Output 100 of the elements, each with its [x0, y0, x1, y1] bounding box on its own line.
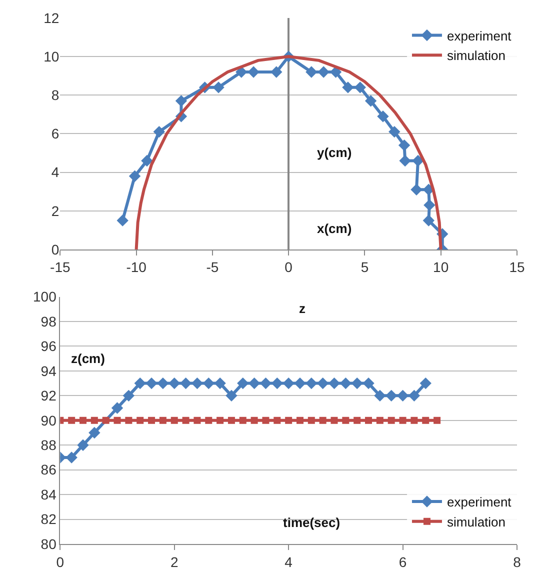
y-axis-title: z(cm) — [71, 351, 105, 366]
point — [306, 66, 318, 78]
point — [260, 377, 272, 390]
point — [340, 377, 352, 390]
point — [374, 390, 386, 402]
point — [148, 416, 156, 424]
x-tick-label: 5 — [360, 259, 369, 276]
point — [80, 416, 86, 424]
point — [214, 377, 226, 390]
point — [128, 170, 141, 182]
point — [237, 377, 249, 390]
point — [270, 66, 282, 78]
point — [342, 416, 350, 424]
chart-title: z — [299, 301, 306, 316]
y-tick-label: 80 — [40, 536, 57, 552]
point — [306, 377, 318, 390]
point — [191, 377, 204, 390]
point — [420, 377, 432, 390]
x-tick-label: 6 — [398, 554, 407, 570]
point — [376, 416, 384, 424]
point — [388, 126, 400, 138]
point — [396, 390, 409, 402]
point — [226, 390, 238, 402]
point — [228, 416, 235, 424]
point — [216, 416, 224, 424]
legend-label: experiment — [446, 28, 512, 44]
x-tick-label: -10 — [126, 259, 147, 276]
y-axis-title: y(cm) — [317, 145, 352, 160]
x-axis-title: x(cm) — [317, 221, 352, 236]
point — [308, 416, 315, 424]
y-tick-label: 6 — [51, 126, 60, 142]
point — [364, 95, 377, 107]
point — [122, 390, 135, 402]
point — [134, 377, 146, 390]
point — [125, 416, 132, 424]
point — [168, 377, 180, 390]
point — [88, 426, 100, 439]
point — [422, 214, 435, 226]
point — [282, 377, 294, 390]
point — [170, 416, 178, 424]
point — [422, 416, 430, 424]
point — [296, 416, 304, 424]
point — [354, 82, 366, 94]
point — [319, 416, 326, 424]
point — [175, 95, 188, 107]
point — [342, 82, 354, 94]
point — [153, 126, 165, 138]
x-tick-label: 2 — [170, 554, 178, 570]
y-tick-label: 96 — [40, 338, 57, 354]
point — [77, 439, 89, 451]
point — [410, 184, 422, 196]
x-tick-label: 8 — [513, 554, 522, 570]
x-tick-label: 0 — [284, 259, 293, 276]
point — [285, 416, 292, 424]
point — [318, 66, 330, 78]
point — [262, 416, 270, 424]
point — [399, 416, 406, 424]
point — [294, 377, 306, 390]
point — [239, 416, 246, 424]
point — [271, 377, 283, 390]
point — [377, 110, 389, 122]
y-tick-label: 90 — [40, 412, 57, 428]
point — [354, 416, 361, 424]
x-tick-label: -15 — [50, 259, 70, 276]
y-tick-label: 86 — [40, 462, 57, 478]
point — [274, 416, 281, 424]
point — [111, 402, 124, 414]
point — [412, 154, 424, 167]
y-tick-label: 84 — [40, 486, 57, 502]
y-tick-label: 98 — [40, 313, 57, 330]
point — [136, 416, 144, 424]
y-tick-label: 82 — [40, 511, 57, 528]
point — [194, 416, 201, 424]
point — [316, 377, 329, 390]
y-tick-label: 92 — [40, 388, 57, 404]
point — [146, 377, 158, 390]
point — [116, 214, 128, 226]
point — [388, 416, 395, 424]
point — [330, 416, 338, 424]
point — [157, 377, 169, 390]
point — [159, 416, 166, 424]
point — [399, 154, 411, 167]
point — [248, 377, 260, 390]
point — [182, 416, 190, 424]
x-tick-label: 4 — [284, 554, 293, 570]
point — [66, 452, 78, 464]
legend-label: simulation — [446, 514, 506, 530]
y-tick-label: 88 — [40, 437, 57, 454]
point — [248, 66, 260, 78]
x-tick-label: -5 — [206, 259, 219, 276]
point — [328, 377, 340, 390]
y-tick-label: 94 — [40, 362, 57, 379]
y-tick-label: 100 — [33, 288, 57, 305]
point — [102, 416, 110, 424]
y-tick-label: 12 — [44, 10, 60, 26]
point — [365, 416, 372, 424]
point — [180, 377, 192, 390]
point — [424, 199, 436, 211]
point — [386, 390, 398, 402]
point — [362, 377, 374, 390]
